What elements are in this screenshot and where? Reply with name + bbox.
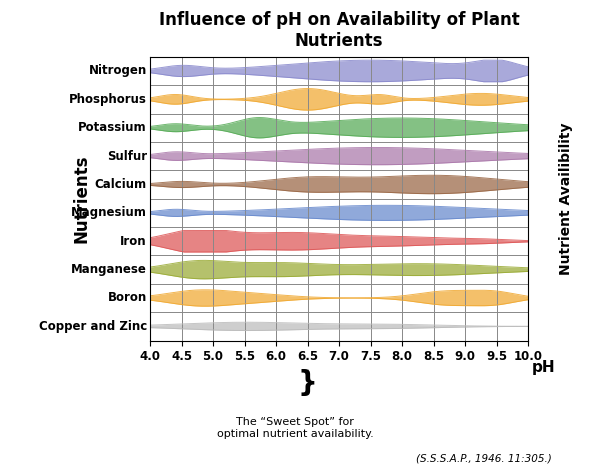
Text: The “Sweet Spot” for
optimal nutrient availability.: The “Sweet Spot” for optimal nutrient av… xyxy=(217,417,373,439)
Text: (S.S.S.A.P., 1946. 11:305.): (S.S.S.A.P., 1946. 11:305.) xyxy=(416,454,552,464)
Text: Nitrogen: Nitrogen xyxy=(89,64,147,78)
Text: }: } xyxy=(298,369,317,397)
Text: Potassium: Potassium xyxy=(78,121,147,134)
Text: Manganese: Manganese xyxy=(71,263,147,276)
Text: Nutrient Availibility: Nutrient Availibility xyxy=(559,123,573,275)
Text: Calcium: Calcium xyxy=(95,178,147,191)
Text: Boron: Boron xyxy=(107,291,147,305)
Title: Influence of pH on Availability of Plant
Nutrients: Influence of pH on Availability of Plant… xyxy=(158,11,520,50)
Text: pH: pH xyxy=(532,360,556,376)
Text: Phosphorus: Phosphorus xyxy=(69,93,147,106)
Text: Copper and Zinc: Copper and Zinc xyxy=(38,320,147,333)
Text: Nutrients: Nutrients xyxy=(73,154,91,243)
Text: Magnesium: Magnesium xyxy=(71,206,147,219)
Text: Sulfur: Sulfur xyxy=(107,149,147,163)
Text: Iron: Iron xyxy=(120,235,147,248)
